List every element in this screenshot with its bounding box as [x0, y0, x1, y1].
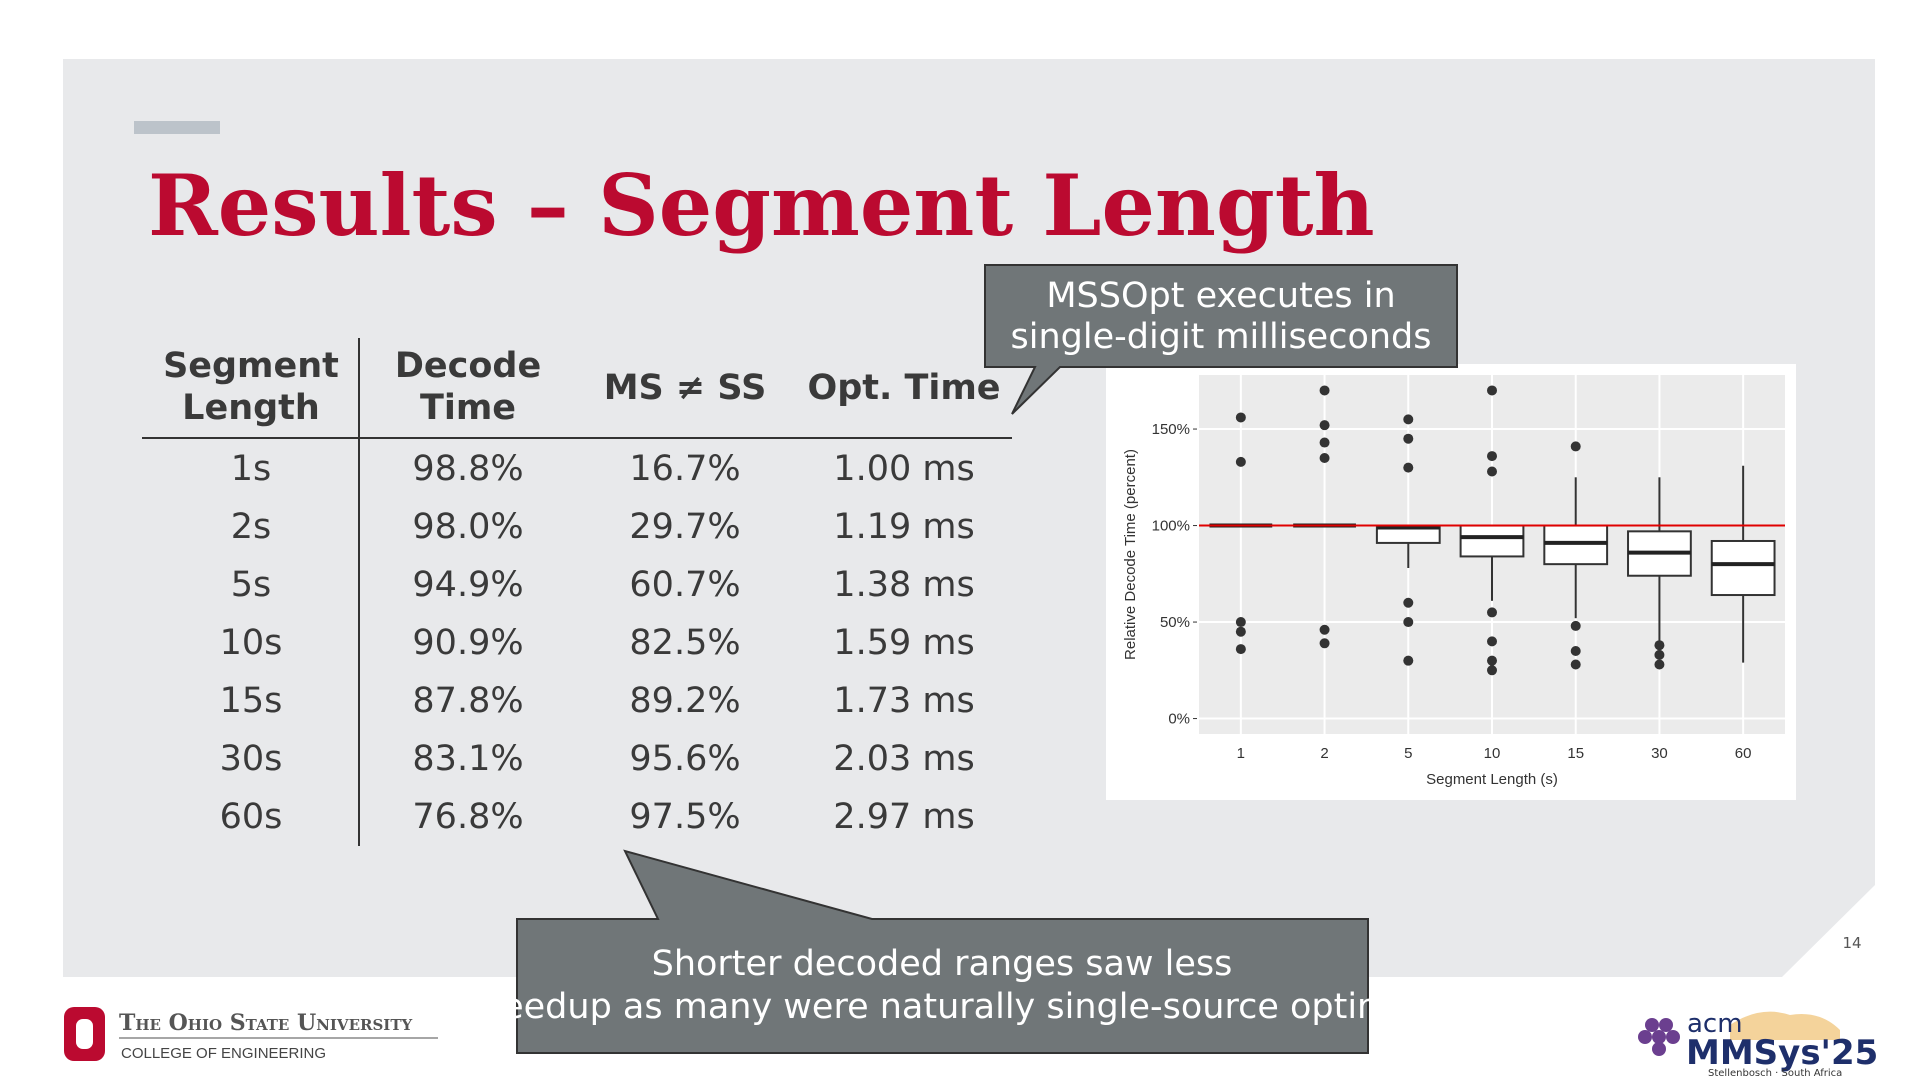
table-cell: 1.59 ms — [833, 623, 974, 663]
outlier — [1319, 420, 1330, 431]
outlier — [1403, 597, 1414, 608]
table-cell: 60s — [220, 797, 283, 837]
y-tick-label: 150% — [1152, 421, 1190, 438]
location: Stellenbosch · South Africa — [1708, 1068, 1842, 1079]
table-cell: 90.9% — [412, 623, 523, 663]
college: COLLEGE OF ENGINEERING — [121, 1045, 326, 1062]
callout-text: speedup as many were naturally single-so… — [462, 987, 1423, 1027]
acm: acm — [1687, 1009, 1743, 1039]
outlier — [1570, 659, 1581, 670]
osu-logo — [76, 1019, 93, 1049]
outlier — [1570, 646, 1581, 657]
callout-top — [984, 264, 1458, 415]
callout-text: Shorter decoded ranges saw less — [652, 944, 1233, 984]
table-cell: 82.5% — [629, 623, 740, 663]
mmsys-mountain — [1730, 1011, 1840, 1040]
column-header: Decode Time — [395, 346, 541, 428]
table-cell: 29.7% — [629, 507, 740, 547]
table-cell: 15s — [220, 681, 283, 721]
outlier — [1319, 624, 1330, 635]
outlier — [1487, 655, 1497, 666]
outlier — [1319, 452, 1330, 463]
table-cell: 98.8% — [412, 449, 523, 489]
column-header: Segment Length — [163, 346, 339, 428]
outlier — [1487, 636, 1497, 647]
table-cell: 5s — [231, 565, 272, 605]
outlier — [1235, 626, 1246, 637]
table-cell: 83.1% — [412, 739, 523, 779]
table-cell: 94.9% — [412, 565, 523, 605]
title: Results – Segment Length — [148, 156, 1375, 255]
outlier — [1654, 649, 1665, 660]
table-cell: 1.00 ms — [833, 449, 974, 489]
outlier — [1319, 437, 1330, 448]
outlier — [1403, 414, 1414, 425]
x-tick-label: 30 — [1651, 745, 1668, 762]
table-cell: 2.97 ms — [833, 797, 974, 837]
outlier — [1319, 385, 1330, 396]
outlier — [1570, 441, 1581, 452]
x-tick-label: 2 — [1320, 745, 1328, 762]
column-header: Opt. Time — [807, 368, 1000, 408]
callout-text: MSSOpt executes in — [1046, 276, 1395, 316]
page-number: 14 — [1842, 934, 1861, 952]
box — [1459, 524, 1525, 558]
table-cell: 1s — [231, 449, 272, 489]
table-cell: 97.5% — [629, 797, 740, 837]
table-cell: 16.7% — [629, 449, 740, 489]
table-cell: 1.19 ms — [833, 507, 974, 547]
table-cell: 10s — [220, 623, 283, 663]
table-cell: 87.8% — [412, 681, 523, 721]
outlier — [1319, 638, 1330, 649]
table-cell: 2s — [231, 507, 272, 547]
y-axis-label: Relative Decode Time (percent) — [1122, 449, 1139, 660]
table-cell: 76.8% — [412, 797, 523, 837]
table-cell: 30s — [220, 739, 283, 779]
table-cell: 98.0% — [412, 507, 523, 547]
outlier — [1403, 655, 1414, 666]
outlier — [1487, 665, 1497, 676]
table-cell: 95.6% — [629, 739, 740, 779]
x-tick-label: 10 — [1484, 745, 1501, 762]
x-tick-label: 5 — [1404, 745, 1412, 762]
table-cell: 2.03 ms — [833, 739, 974, 779]
outlier — [1403, 462, 1414, 473]
outlier — [1403, 433, 1414, 444]
outlier — [1235, 617, 1246, 628]
y-tick-label: 0% — [1168, 711, 1190, 728]
mmsys-grapes — [1638, 1018, 1680, 1056]
x-axis-label: Segment Length (s) — [1426, 771, 1558, 788]
conference: MMSys'25 — [1686, 1033, 1878, 1073]
outlier — [1235, 644, 1246, 655]
outlier — [1403, 617, 1414, 628]
outlier — [1654, 659, 1665, 670]
y-tick-label: 100% — [1152, 518, 1190, 535]
accent-bar — [134, 121, 220, 134]
outlier — [1487, 385, 1497, 396]
outlier — [1570, 620, 1581, 631]
outlier — [1654, 640, 1665, 651]
outlier — [1487, 466, 1497, 477]
y-tick-label: 50% — [1160, 614, 1190, 631]
outlier — [1487, 607, 1497, 618]
column-header: MS ≠ SS — [604, 368, 767, 408]
x-tick-label: 60 — [1735, 745, 1752, 762]
table-cell: 89.2% — [629, 681, 740, 721]
outlier — [1235, 412, 1246, 423]
outlier — [1235, 456, 1246, 467]
x-tick-label: 1 — [1237, 745, 1245, 762]
university: The Ohio State University — [119, 1010, 412, 1036]
x-tick-label: 15 — [1567, 745, 1584, 762]
table-cell: 1.73 ms — [833, 681, 974, 721]
table-cell: 60.7% — [629, 565, 740, 605]
box — [1710, 539, 1776, 597]
callout-bottom — [516, 849, 1369, 1054]
outlier — [1487, 451, 1497, 462]
table-cell: 1.38 ms — [833, 565, 974, 605]
callout-text: single-digit milliseconds — [1010, 317, 1431, 357]
